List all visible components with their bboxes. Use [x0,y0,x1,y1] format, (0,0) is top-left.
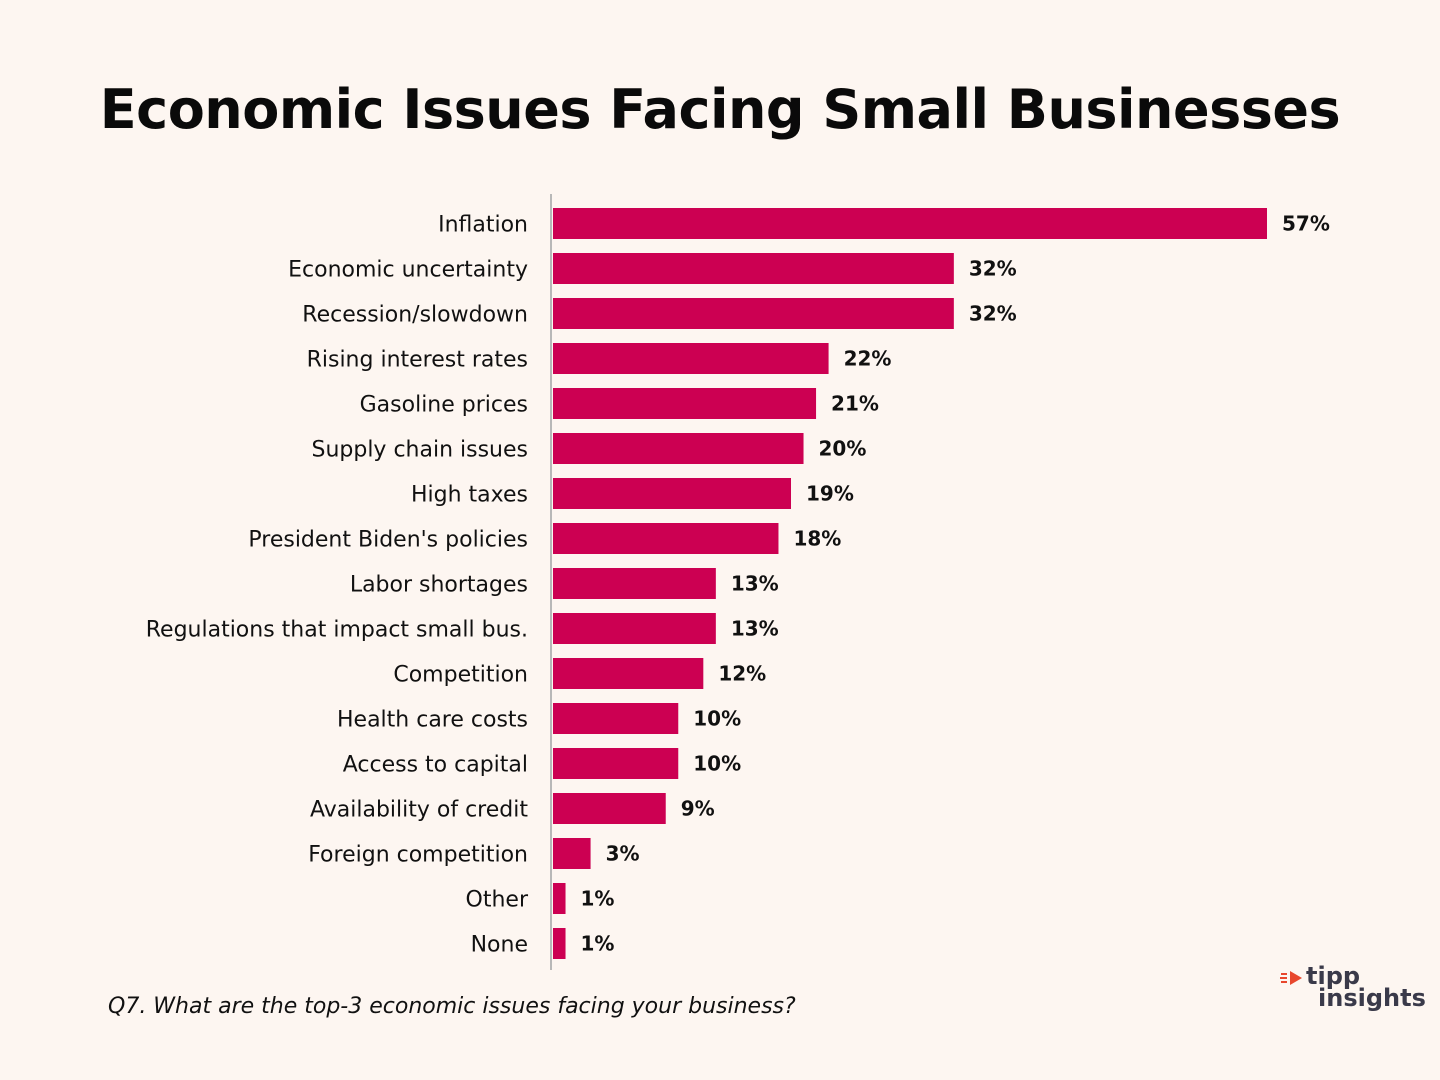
value-label: 1% [581,887,615,911]
value-label: 32% [969,257,1017,281]
category-label: Competition [393,663,528,688]
survey-question: Q7. What are the top-3 economic issues f… [108,994,796,1019]
bar [553,883,566,914]
bar [553,568,716,599]
value-label: 3% [606,842,640,866]
bar [553,433,804,464]
value-label: 12% [718,662,766,686]
value-label: 20% [819,437,867,461]
bar [553,928,566,959]
value-label: 1% [581,932,615,956]
category-label: Inflation [438,213,528,238]
logo-text-tipp: tipp [1306,962,1361,990]
category-label: Gasoline prices [360,393,528,418]
bar [553,658,704,689]
category-label: President Biden's policies [248,528,528,553]
category-label: Foreign competition [308,843,528,868]
value-label: 57% [1282,212,1330,236]
value-label: 10% [693,752,741,776]
bar [553,388,817,419]
bars-group: Inflation 57% Economic uncertainty 32% Reces… [146,208,1330,959]
logo-text-insights: insights [1318,984,1426,1012]
bar [553,478,791,509]
bar [553,703,679,734]
value-label: 19% [806,482,854,506]
category-label: Supply chain issues [311,438,528,463]
logo-arrow-icon [1280,971,1302,985]
category-label: Availability of credit [310,798,528,823]
category-label: Recession/slowdown [302,303,528,328]
value-label: 10% [693,707,741,731]
bar [553,253,954,284]
value-label: 18% [793,527,841,551]
tipp-insights-logo: tipp insights [1278,962,1428,1018]
value-label: 13% [731,572,779,596]
category-label: Rising interest rates [307,348,528,373]
value-label: 21% [831,392,879,416]
bar [553,298,954,329]
category-label: High taxes [411,483,528,508]
value-label: 32% [969,302,1017,326]
bar [553,748,679,779]
chart-title: Economic Issues Facing Small Businesses [99,78,1341,141]
category-label: Health care costs [337,708,528,733]
bar [553,838,591,869]
bar [553,343,829,374]
bar [553,793,666,824]
value-label: 22% [844,347,892,371]
value-label: 13% [731,617,779,641]
category-label: Economic uncertainty [288,258,528,283]
value-label: 9% [681,797,715,821]
bar [553,523,779,554]
category-label: Access to capital [343,753,528,778]
category-label: Regulations that impact small bus. [146,618,528,643]
bar [553,613,716,644]
category-label: Other [466,888,529,913]
bar [553,208,1267,239]
category-label: None [471,933,528,958]
category-label: Labor shortages [350,573,528,598]
